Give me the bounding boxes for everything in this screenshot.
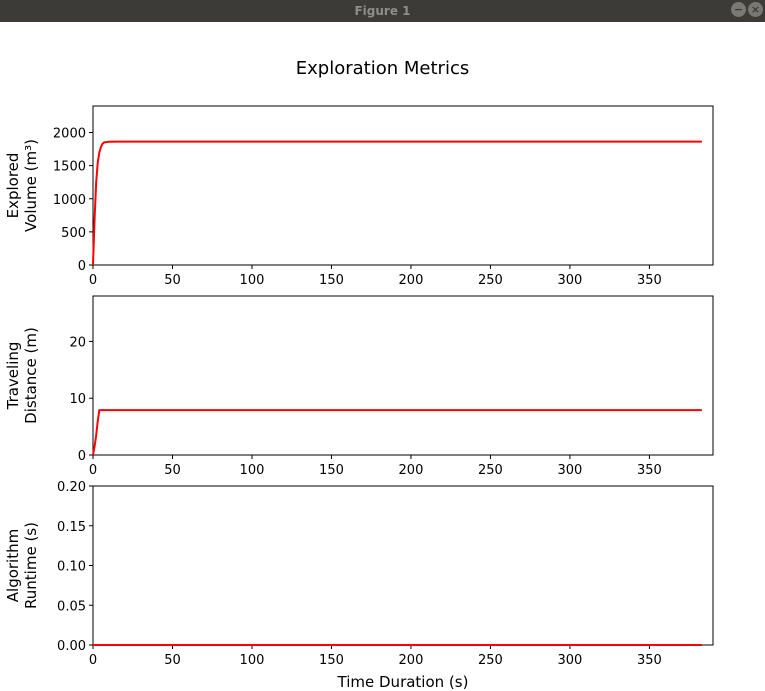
figure-canvas	[0, 22, 765, 691]
y-tick-label: 1500	[53, 160, 86, 175]
y-tick-label: 500	[61, 226, 86, 241]
y-tick-label: 10	[69, 392, 86, 407]
y-axis-label: TravelingDistance (m)	[4, 327, 40, 424]
x-tick-label: 200	[399, 653, 424, 668]
x-axis-label: Time Duration (s)	[337, 673, 469, 691]
window-title: Figure 1	[354, 4, 411, 18]
y-tick-label: 0.05	[57, 599, 86, 614]
x-tick-label: 300	[558, 653, 583, 668]
y-axis-label-line: Explored	[4, 153, 22, 219]
x-tick-label: 150	[319, 653, 344, 668]
x-tick-label: 350	[637, 273, 662, 288]
y-tick-label: 0	[78, 259, 86, 274]
x-tick-label: 100	[240, 653, 265, 668]
x-tick-label: 250	[478, 273, 503, 288]
x-tick-label: 300	[558, 273, 583, 288]
y-axis-label-line: Algorithm	[4, 529, 22, 602]
y-axis-label-line: Distance (m)	[22, 327, 40, 424]
minimize-button[interactable]: −	[731, 2, 746, 17]
y-axis-label: AlgorithmRuntime (s)	[4, 522, 40, 609]
x-tick-label: 50	[164, 273, 181, 288]
x-tick-label: 50	[164, 653, 181, 668]
x-tick-label: 0	[89, 463, 97, 478]
x-tick-label: 200	[399, 273, 424, 288]
y-tick-label: 1000	[53, 193, 86, 208]
x-tick-label: 100	[240, 463, 265, 478]
y-tick-label: 0.10	[57, 560, 86, 575]
x-tick-label: 200	[399, 463, 424, 478]
x-tick-label: 350	[637, 463, 662, 478]
series-line-1	[92, 140, 702, 266]
y-tick-label: 20	[69, 335, 86, 350]
y-tick-label: 0.20	[57, 480, 86, 495]
y-tick-label: 0	[78, 449, 86, 464]
x-tick-label: 150	[319, 273, 344, 288]
y-axis-label-line: Volume (m³)	[22, 139, 40, 232]
close-button[interactable]: ×	[748, 2, 763, 17]
x-tick-label: 250	[478, 653, 503, 668]
y-tick-label: 2000	[53, 127, 86, 142]
x-tick-label: 50	[164, 463, 181, 478]
y-tick-label: 0.15	[57, 520, 86, 535]
x-tick-label: 250	[478, 463, 503, 478]
x-tick-label: 350	[637, 653, 662, 668]
x-tick-label: 100	[240, 273, 265, 288]
x-tick-label: 0	[89, 653, 97, 668]
x-tick-label: 0	[89, 273, 97, 288]
y-axis-label-line: Traveling	[4, 342, 22, 411]
x-tick-label: 300	[558, 463, 583, 478]
axes-frame-1	[92, 105, 714, 266]
x-tick-label: 150	[319, 463, 344, 478]
y-tick-label: 0.00	[57, 639, 86, 654]
figure-suptitle: Exploration Metrics	[295, 58, 470, 79]
axes-frame-2	[92, 295, 714, 456]
y-axis-label-line: Runtime (s)	[22, 522, 40, 609]
series-line-2	[92, 409, 702, 456]
axes-frame-3	[92, 485, 714, 646]
window-titlebar: Figure 1 − ×	[0, 0, 765, 22]
y-axis-label: ExploredVolume (m³)	[4, 139, 40, 232]
